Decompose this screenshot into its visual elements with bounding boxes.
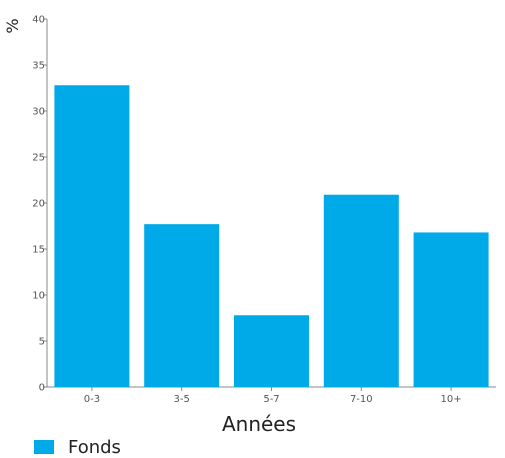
- bar-5-7: [234, 315, 309, 387]
- x-tick-label: 3-5: [174, 394, 190, 405]
- bar-0-3: [54, 85, 130, 388]
- y-tick-label: 35: [32, 61, 45, 72]
- y-axis-ticks: 0 5 10 15 20 25 30 35 40: [32, 15, 47, 394]
- y-tick-label: 0: [39, 383, 45, 394]
- y-tick-label: 10: [32, 291, 45, 302]
- y-tick-label: 30: [32, 107, 45, 118]
- y-axis-label: %: [3, 18, 22, 33]
- y-tick-label: 5: [39, 337, 45, 348]
- x-tick-label: 0-3: [84, 394, 100, 405]
- legend-label-fonds: Fonds: [68, 436, 121, 458]
- bar-3-5: [144, 224, 220, 387]
- bar-7-10: [323, 194, 399, 387]
- y-tick-label: 40: [32, 15, 45, 26]
- bars: [54, 85, 489, 388]
- legend-swatch-fonds: [34, 440, 54, 454]
- x-tick-label: 7-10: [350, 394, 373, 405]
- x-axis-label: Années: [222, 412, 296, 436]
- legend: Fonds: [34, 436, 121, 458]
- y-tick-label: 25: [32, 153, 45, 164]
- x-axis-ticks: 0-3 3-5 5-7 7-10 10+: [84, 387, 462, 405]
- y-tick-label: 15: [32, 245, 45, 256]
- bar-10+: [413, 232, 489, 387]
- x-tick-label: 10+: [441, 394, 462, 405]
- x-tick-label: 5-7: [263, 394, 279, 405]
- y-tick-label: 20: [32, 199, 45, 210]
